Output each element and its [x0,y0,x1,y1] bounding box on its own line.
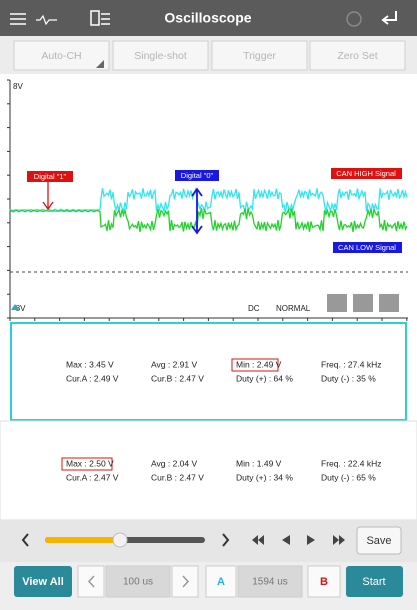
toolbar-button-label: Trigger [243,50,276,62]
time-prev[interactable] [77,565,105,598]
trigger-marker [11,304,19,310]
cursor-pos-box [237,565,303,598]
chevron [182,575,190,588]
measurement: Duty (+) : 34 % [236,472,293,482]
menu-icon[interactable] [10,13,26,25]
annotation-box [27,171,73,182]
highlight-box [61,457,113,471]
time-next[interactable] [171,565,199,598]
step-back-button[interactable] [282,535,290,545]
save-label: Save [366,535,391,547]
annotation-box [175,170,219,181]
cursor-b: B [320,576,328,588]
toolbar-button[interactable] [13,40,110,71]
view-all-label: View All [22,576,64,588]
save-button[interactable] [356,526,402,555]
slider-fill [45,537,120,543]
plot-area [0,74,417,320]
measurement: Min : 2.49 V [236,359,282,369]
title: Oscilloscope [164,10,251,26]
measurement: Cur.A : 2.47 V [66,472,119,482]
start-button[interactable] [346,566,403,597]
annotation-box [333,242,402,253]
back-icon[interactable] [381,11,397,25]
toolbar-button[interactable] [309,40,406,71]
view-all-button[interactable] [14,566,72,597]
time-div: 100 us [123,577,153,588]
toolbar-button[interactable] [112,40,209,71]
measurement: Cur.A : 2.49 V [66,373,119,383]
cursor-a-button[interactable] [205,565,237,598]
prev-button[interactable] [21,533,29,547]
cursor-pos: 1594 us [252,577,288,588]
measurement: Avg : 2.91 V [151,359,197,369]
icon-button[interactable] [379,294,399,312]
annotation: CAN LOW Signal [338,243,396,252]
measurement: Freq. : 22.4 kHz [321,458,381,468]
annotation: Digital "0" [181,171,214,180]
slider-knob[interactable] [112,532,128,548]
rewind-button[interactable] [252,535,264,545]
can-low-trace [9,206,408,233]
wave-icon[interactable] [36,14,57,26]
time-div-box [105,565,171,598]
can-high-trace [9,187,408,214]
step-forward-button[interactable] [307,535,315,545]
measurement: Cur.B : 2.47 V [151,373,204,383]
measurement: Freq. : 27.4 kHz [321,359,381,369]
annotation: Digital "1" [34,172,67,181]
measurement: Min : 1.49 V [236,458,282,468]
refresh-icon[interactable] [346,11,362,27]
measurement: Max : 3.45 V [66,359,114,369]
toolbar-button-label: Single-shot [134,50,187,62]
next-button[interactable] [222,533,230,547]
measurement: Cur.B : 2.47 V [151,472,204,482]
bottom-voltage: -8V [13,304,26,313]
dropdown-corner [96,60,104,68]
toolbar-button[interactable] [211,40,308,71]
cursor-a: A [217,576,225,588]
annotation-arrow [42,182,54,211]
annotation-box [331,168,402,179]
trigger-mode: NORMAL [276,304,311,313]
measurement: Duty (-) : 35 % [321,373,376,383]
start-label: Start [362,576,385,588]
toolbar-button-label: Zero Set [337,50,377,62]
measurement: Avg : 2.04 V [151,458,197,468]
channel-panel[interactable] [10,322,407,421]
annotation-arrow [191,187,203,235]
highlight-box [231,358,279,372]
measurement: Max : 2.50 V [66,458,114,468]
coupling: DC [248,304,260,313]
icon-button[interactable] [353,294,373,312]
cursor-b-button[interactable] [307,565,341,598]
top-voltage: 8V [13,82,23,91]
toolbar-button-label: Auto-CH [41,50,81,62]
annotation: CAN HIGH Signal [336,169,396,178]
measurement: Duty (-) : 65 % [321,472,376,482]
measurement: Duty (+) : 64 % [236,373,293,383]
file-icon[interactable] [90,10,110,26]
fast-forward-button[interactable] [333,535,345,545]
icon-button[interactable] [327,294,347,312]
chevron [87,575,95,588]
